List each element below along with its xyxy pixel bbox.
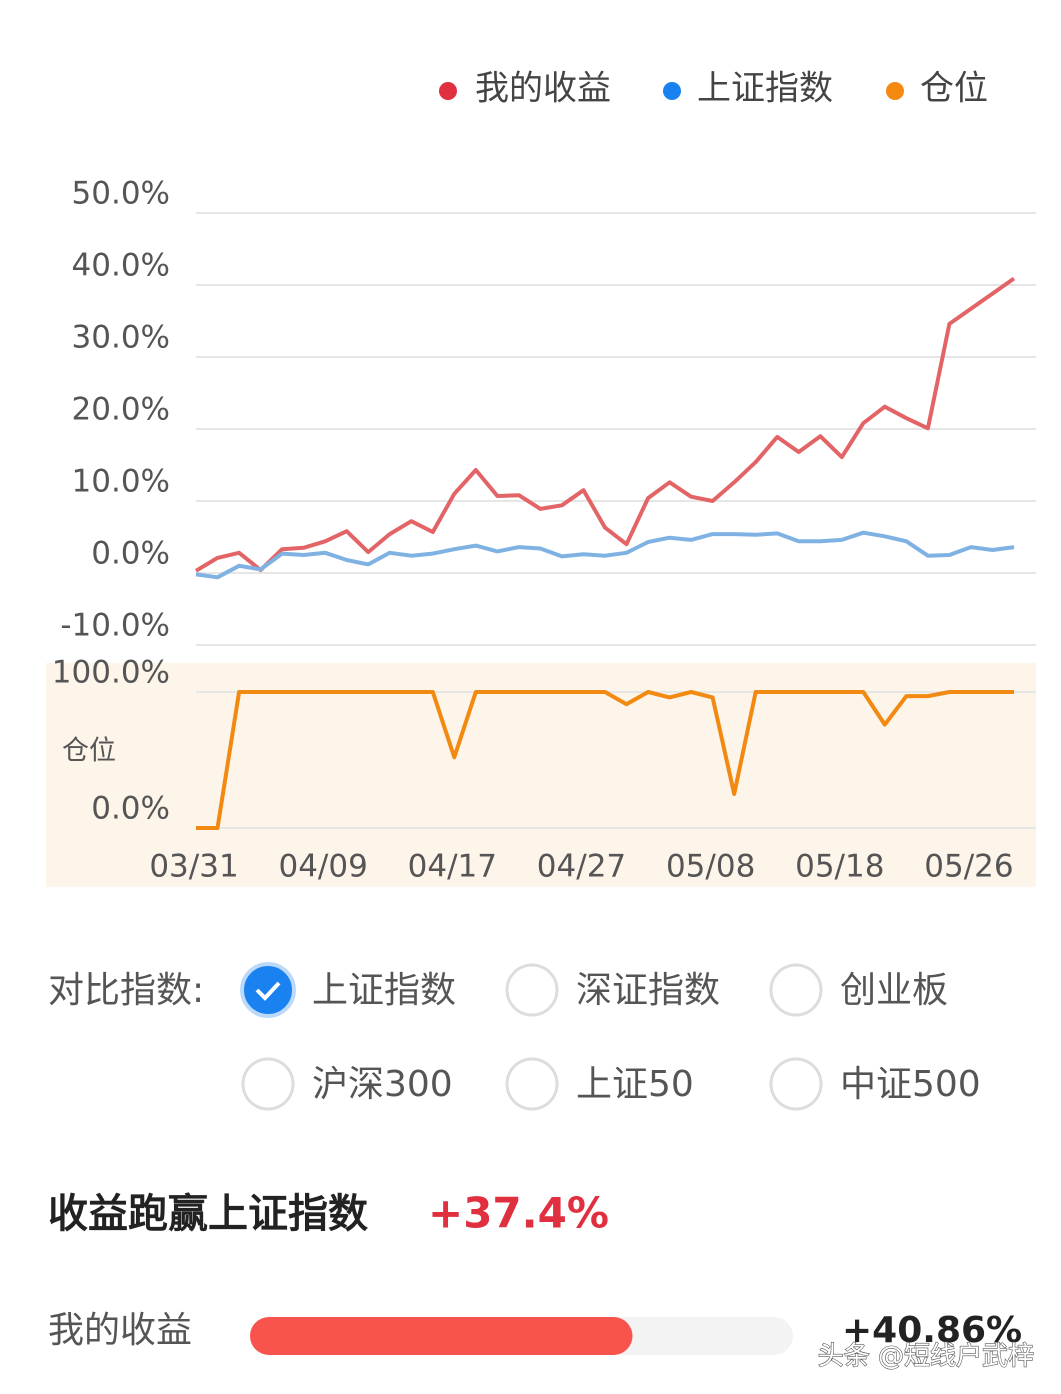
radio[interactable] bbox=[505, 1057, 559, 1111]
y-tick-label: 50.0% bbox=[72, 176, 170, 212]
series-line bbox=[194, 276, 1016, 573]
y-tick-label: 0.0% bbox=[91, 791, 170, 827]
series-line bbox=[195, 530, 1015, 580]
series-line bbox=[196, 690, 1014, 830]
radio[interactable] bbox=[769, 963, 823, 1017]
watermark: 头条 @短线户武梓 bbox=[818, 1342, 1034, 1372]
bar-fill bbox=[250, 1317, 633, 1355]
radio[interactable] bbox=[769, 1057, 823, 1111]
bar-value-label: +40.86% bbox=[842, 1310, 1022, 1351]
y-axis-label: 仓位 bbox=[62, 736, 116, 767]
y-tick-label: 10.0% bbox=[72, 464, 170, 500]
bar-label: 我的收益 bbox=[48, 1310, 192, 1351]
legend-dot bbox=[439, 82, 457, 100]
x-tick-label: 05/18 bbox=[795, 849, 884, 885]
x-tick-label: 04/27 bbox=[537, 849, 626, 885]
radio-label[interactable]: 沪深300 bbox=[312, 1064, 453, 1105]
x-tick-label: 05/26 bbox=[924, 849, 1013, 885]
radio[interactable] bbox=[241, 1057, 295, 1111]
radio[interactable] bbox=[505, 963, 559, 1017]
radio-label[interactable]: 上证50 bbox=[576, 1064, 694, 1105]
legend-label: 上证指数 bbox=[697, 69, 833, 109]
check-icon bbox=[255, 981, 281, 1001]
radio-label[interactable]: 上证指数 bbox=[312, 970, 456, 1011]
y-tick-label: 100.0% bbox=[52, 655, 170, 691]
x-tick-label: 04/09 bbox=[278, 849, 367, 885]
y-tick-label: -10.0% bbox=[60, 608, 170, 644]
y-tick-label: 20.0% bbox=[72, 392, 170, 428]
x-tick-label: 04/17 bbox=[408, 849, 497, 885]
summary-value: +37.4% bbox=[428, 1189, 609, 1238]
y-tick-label: 0.0% bbox=[91, 536, 170, 572]
x-tick-label: 03/31 bbox=[149, 849, 238, 885]
y-tick-label: 30.0% bbox=[72, 320, 170, 356]
legend-label: 仓位 bbox=[920, 69, 988, 109]
radio-label[interactable]: 深证指数 bbox=[576, 970, 720, 1011]
x-tick-label: 05/08 bbox=[666, 849, 755, 885]
compare-label: 对比指数: bbox=[48, 970, 204, 1011]
legend-dot bbox=[886, 82, 904, 100]
legend-dot bbox=[663, 82, 681, 100]
radio-checked[interactable] bbox=[240, 962, 296, 1018]
legend-label: 我的收益 bbox=[475, 69, 611, 109]
summary-text: 收益跑赢上证指数 bbox=[48, 1191, 368, 1237]
radio-label[interactable]: 创业板 bbox=[840, 970, 948, 1011]
y-tick-label: 40.0% bbox=[72, 248, 170, 284]
radio-label[interactable]: 中证500 bbox=[840, 1064, 981, 1105]
